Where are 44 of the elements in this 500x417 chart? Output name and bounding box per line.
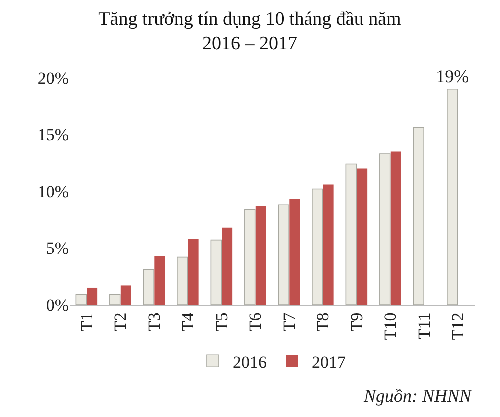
x-tick-label: T3 (144, 312, 164, 332)
x-tick-label: T8 (314, 312, 333, 332)
y-tick-label: 20% (38, 68, 69, 88)
x-tick-label: T5 (212, 312, 232, 332)
bar (177, 256, 188, 305)
bar (346, 164, 357, 305)
bar (323, 184, 334, 305)
bar (357, 168, 368, 305)
y-tick-label: 5% (46, 239, 69, 258)
bar (110, 294, 121, 305)
bar (210, 240, 222, 305)
bar (413, 128, 424, 305)
bar (87, 288, 98, 305)
chart-title: Tăng trưởng tín dụng 10 tháng đầu năm 2016 – 2017 (98, 9, 402, 55)
x-tick-label: T10 (381, 312, 400, 340)
x-tick-label: T2 (111, 312, 130, 332)
data-label: 19% (436, 66, 470, 86)
bar (222, 228, 233, 305)
x-tick-label: T1 (77, 312, 96, 332)
bar (143, 269, 154, 305)
bar (278, 204, 290, 305)
bar (244, 209, 256, 305)
x-tick-label: T6 (246, 312, 266, 332)
y-tick-label: 10% (38, 182, 69, 202)
bar (380, 154, 391, 305)
bar (120, 286, 132, 305)
x-tick-label: T9 (347, 312, 366, 332)
bar (290, 199, 300, 305)
y-tick-label: 15% (38, 126, 69, 145)
x-tick-label: T7 (280, 312, 299, 332)
bar (76, 294, 87, 305)
bar (256, 206, 266, 305)
text: Nguồn: NHNN (363, 386, 473, 406)
bar (312, 188, 324, 305)
legend-label: 2016 (233, 352, 267, 372)
x-tick-label: T11 (414, 312, 434, 340)
bar (154, 256, 166, 305)
x-tick-label: T12 (448, 312, 468, 340)
bar (188, 239, 199, 305)
bar (390, 152, 402, 305)
x-tick-label: T4 (178, 312, 198, 332)
y-tick-label: 0% (46, 296, 69, 315)
bar (447, 88, 458, 305)
legend-label: 2017 (312, 352, 346, 372)
